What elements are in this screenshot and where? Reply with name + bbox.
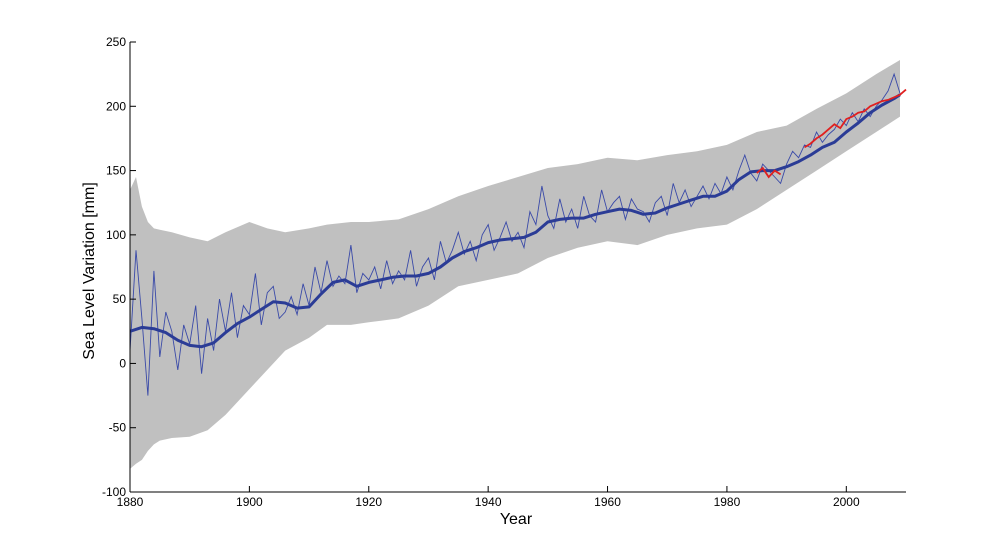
y-tick-label: 100 xyxy=(106,228,126,242)
smoothed-series xyxy=(129,93,901,349)
y-tick-label: 0 xyxy=(119,356,126,370)
x-tick-label: 1900 xyxy=(236,495,263,509)
x-tick-label: 1960 xyxy=(594,495,621,509)
y-tick-label: -100 xyxy=(102,485,126,499)
axes: -100 -50 0 50 100 150 200 250 1880 1900 1920 1940 19… xyxy=(102,35,906,509)
y-tick-label: 150 xyxy=(106,164,126,178)
uncertainty-band xyxy=(130,60,900,469)
band-area xyxy=(130,60,900,469)
y-axis-title: Sea Level Variation [mm] xyxy=(81,182,98,360)
satellite-line xyxy=(804,88,907,149)
x-tick-label: 2000 xyxy=(833,495,860,509)
smoothed-line xyxy=(129,93,901,349)
y-tick-label: -50 xyxy=(109,421,127,435)
x-tick-label: 1940 xyxy=(475,495,502,509)
x-tick-label: 1920 xyxy=(355,495,382,509)
satellite-line xyxy=(756,166,782,179)
y-tick-label: 250 xyxy=(106,35,126,49)
y-tick-label: 50 xyxy=(113,292,127,306)
y-tick-label: 200 xyxy=(106,99,126,113)
x-tick-label: 1880 xyxy=(117,495,144,509)
satellite-series xyxy=(756,88,907,179)
x-tick-label: 1980 xyxy=(714,495,741,509)
x-axis-title: Year xyxy=(500,511,533,528)
